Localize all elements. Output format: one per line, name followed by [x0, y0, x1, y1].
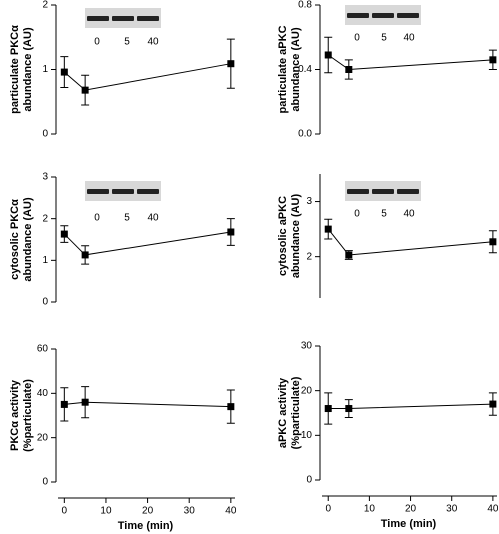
- y-tick-label: 2: [306, 251, 312, 262]
- inset-label: 0: [354, 209, 360, 220]
- blot-band: [112, 16, 134, 21]
- blot-band: [112, 189, 134, 194]
- data-point: [324, 51, 332, 59]
- line: [328, 403, 493, 410]
- inset-label: 40: [403, 209, 415, 220]
- y-axis-label: (%particulate): [290, 376, 302, 449]
- x-tick-label: 30: [184, 506, 196, 517]
- inset-label: 0: [94, 213, 100, 224]
- y-axis-label: particulate aPKC: [277, 25, 289, 113]
- data-point: [324, 405, 332, 413]
- y-axis-label: particulate PKCα: [9, 25, 21, 114]
- blot-band: [87, 16, 109, 21]
- blot-band: [87, 189, 109, 194]
- y-tick-label: 20: [301, 385, 313, 396]
- y-tick-label: 2: [42, 213, 48, 224]
- data-point: [345, 251, 353, 259]
- y-tick-label: 0.4: [298, 64, 312, 75]
- x-tick-label: 10: [364, 504, 376, 515]
- y-axis-label: abundance (AU): [22, 197, 34, 282]
- y-tick-label: 0.8: [298, 0, 312, 11]
- y-axis-label: abundance (AU): [290, 193, 302, 278]
- x-tick-label: 10: [100, 506, 112, 517]
- data-point: [60, 230, 68, 238]
- x-tick-label: 20: [405, 504, 417, 515]
- data-point: [489, 56, 497, 64]
- y-axis-label: aPKC activity: [277, 377, 289, 448]
- inset-label: 0: [354, 33, 360, 44]
- y-axis-label: cytosolic aPKC: [277, 196, 289, 276]
- inset-label: 0: [94, 37, 100, 48]
- inset-label: 5: [381, 33, 387, 44]
- y-tick-label: 10: [301, 430, 313, 441]
- data-point: [227, 60, 235, 68]
- x-tick-label: 0: [325, 504, 331, 515]
- blot-band: [397, 189, 419, 194]
- y-tick-label: 30: [301, 341, 313, 352]
- data-point: [60, 400, 68, 408]
- x-tick-label: 30: [446, 504, 458, 515]
- data-point: [81, 86, 89, 94]
- inset-label: 5: [124, 213, 130, 224]
- inset-label: 40: [147, 213, 159, 224]
- y-axis-label: (%particulate): [22, 379, 34, 452]
- data-point: [489, 400, 497, 408]
- blot-band: [372, 189, 394, 194]
- data-point: [324, 225, 332, 233]
- data-point: [227, 228, 235, 236]
- y-tick-label: 0: [42, 297, 48, 308]
- inset-label: 40: [403, 33, 415, 44]
- line: [63, 63, 231, 91]
- y-axis-label: abundance (AU): [290, 27, 302, 112]
- line: [327, 228, 493, 256]
- data-point: [81, 251, 89, 259]
- blot-band: [347, 189, 369, 194]
- blot-band: [397, 13, 419, 18]
- inset-label: 5: [381, 209, 387, 220]
- y-tick-label: 0: [42, 129, 48, 140]
- y-tick-label: 60: [37, 344, 49, 355]
- x-axis-label: Time (min): [118, 520, 174, 532]
- y-tick-label: 2: [42, 0, 48, 11]
- y-tick-label: 40: [37, 388, 49, 399]
- line: [64, 401, 231, 408]
- line: [327, 54, 493, 71]
- data-point: [227, 403, 235, 411]
- y-tick-label: 0: [42, 477, 48, 488]
- y-tick-label: 1: [42, 255, 48, 266]
- inset-label: 5: [124, 37, 130, 48]
- y-tick-label: 3: [42, 172, 48, 183]
- blot-band: [137, 189, 159, 194]
- x-tick-label: 20: [142, 506, 154, 517]
- x-tick-label: 40: [225, 506, 237, 517]
- y-tick-label: 0.0: [298, 129, 312, 140]
- data-point: [345, 66, 353, 73]
- line: [63, 231, 231, 256]
- x-tick-label: 0: [62, 506, 68, 517]
- x-tick-label: 40: [487, 504, 499, 515]
- y-tick-label: 3: [306, 196, 312, 207]
- blot-band: [137, 16, 159, 21]
- y-tick-label: 20: [37, 432, 49, 443]
- x-axis-label: Time (min): [381, 518, 437, 530]
- y-axis-label: abundance (AU): [22, 27, 34, 112]
- y-axis-label: cytosolic PKCα: [9, 199, 21, 280]
- data-point: [489, 238, 497, 246]
- y-tick-label: 1: [42, 64, 48, 75]
- y-tick-label: 0: [306, 475, 312, 486]
- blot-band: [372, 13, 394, 18]
- data-point: [81, 398, 89, 406]
- data-point: [345, 405, 353, 413]
- data-point: [60, 68, 68, 76]
- blot-band: [347, 13, 369, 18]
- y-axis-label: PKCα activity: [9, 379, 21, 451]
- inset-label: 40: [147, 37, 159, 48]
